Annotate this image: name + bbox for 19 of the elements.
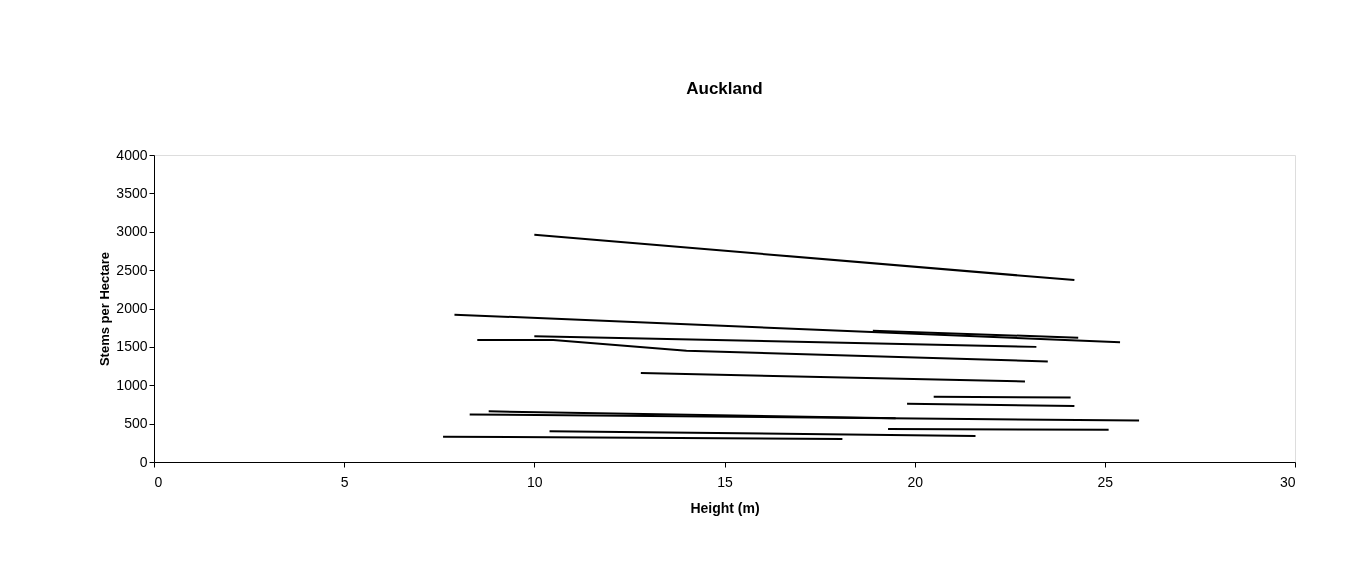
chart-title: Auckland (686, 79, 763, 98)
x-axis-title: Height (m) (690, 499, 760, 516)
y-tick-label: 3500 (116, 184, 148, 201)
y-tick-label: 500 (124, 415, 148, 432)
y-tick-label: 4000 (116, 146, 148, 163)
x-tick-label: 30 (1279, 473, 1296, 490)
x-tick-label: 10 (527, 473, 543, 490)
y-tick-label: 1500 (116, 338, 148, 355)
x-tick-label: 25 (1097, 473, 1114, 490)
x-tick-label: 20 (907, 473, 924, 490)
y-tick-label: 2500 (116, 261, 148, 278)
y-axis-title: Stems per Hectare (97, 251, 113, 367)
y-tick-label: 3000 (116, 223, 148, 240)
x-tick-label: 5 (340, 473, 349, 490)
y-tick-label: 0 (139, 453, 148, 470)
y-tick-label: 1000 (116, 376, 148, 393)
x-tick-label: 0 (154, 473, 163, 490)
y-tick-label: 2000 (116, 300, 148, 316)
x-tick-label: 15 (717, 473, 733, 490)
